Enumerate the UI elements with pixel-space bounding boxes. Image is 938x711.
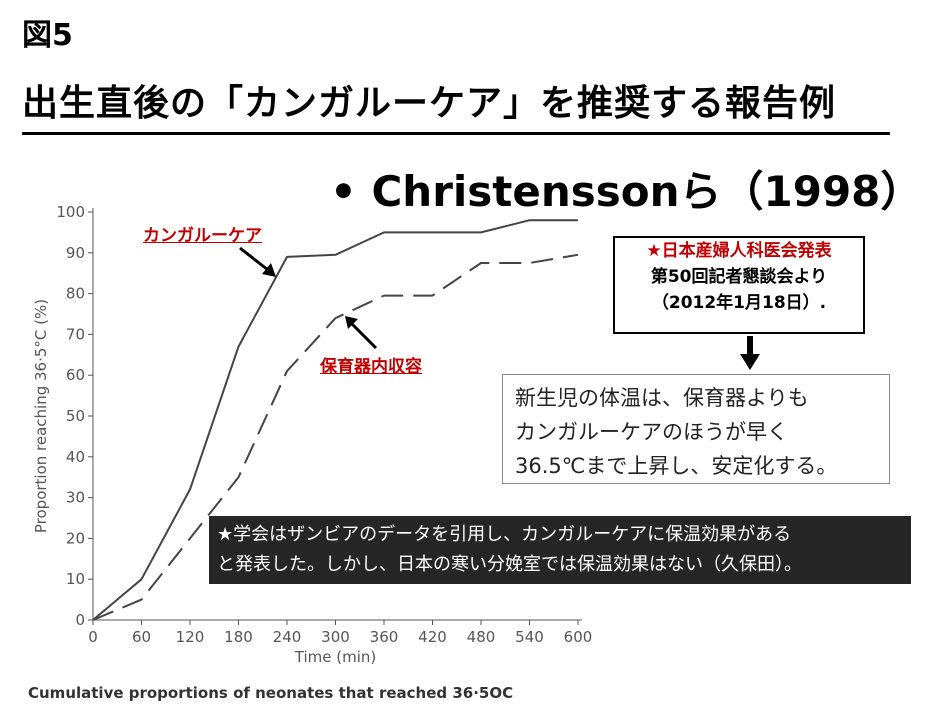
y-tick-label: 70 xyxy=(66,325,85,343)
y-tick-label: 20 xyxy=(66,529,85,547)
chart-axes: 0 10 20 30 40 50 60 70 80 90 100 0 60 120 180 240 300 360… xyxy=(32,203,592,666)
figure-label: 図5 xyxy=(22,18,73,53)
x-tick-label: 420 xyxy=(418,628,447,646)
y-axis-label: Proportion reaching 36·5°C (%) xyxy=(32,299,50,533)
y-tick-label: 100 xyxy=(56,203,85,221)
y-tick-label: 50 xyxy=(66,407,85,425)
citation-bullet: • Christenssonら（1998） xyxy=(330,167,923,216)
x-tick-label: 180 xyxy=(224,628,253,646)
annotation-arrows xyxy=(239,246,378,350)
series-line-incubator xyxy=(92,253,579,621)
chart-caption: Cumulative proportions of neonates that … xyxy=(28,684,514,702)
incubator-arrow-head xyxy=(345,316,358,329)
note-line2: と発表した。しかし、日本の寒い分娩室では保温効果はない（久保田）。 xyxy=(217,554,802,575)
note-line1: ★学会はザンビアのデータを引用し、カンガルーケアに保温効果がある xyxy=(217,524,792,545)
x-tick-label: 540 xyxy=(515,628,544,646)
x-tick-label: 360 xyxy=(370,628,399,646)
y-tick-label: 60 xyxy=(66,366,85,384)
down-arrow-icon xyxy=(740,336,760,370)
conclusion-line1: 新生児の体温は、保育器よりも xyxy=(515,386,809,410)
y-tick-label: 10 xyxy=(66,570,85,588)
conclusion-line3: 36.5℃まで上昇し、安定化する。 xyxy=(515,454,838,478)
x-tick-label: 120 xyxy=(176,628,205,646)
kangaroo-arrow-line xyxy=(239,246,269,272)
kangaroo-care-label: カンガルーケア xyxy=(143,226,262,246)
x-tick-label: 240 xyxy=(273,628,302,646)
y-tick-label: 0 xyxy=(75,611,85,629)
x-tick-label: 60 xyxy=(132,628,151,646)
page-title: 出生直後の「カンガルーケア」を推奨する報告例 xyxy=(22,74,890,135)
notice-box: ★日本産婦人科医会発表 第50回記者懇談会より （2012年1月18日）. xyxy=(613,236,865,334)
x-tick-label: 600 xyxy=(564,628,593,646)
incubator-label: 保育器内収容 xyxy=(320,357,422,377)
y-tick-label: 30 xyxy=(66,489,85,507)
x-tick-label: 480 xyxy=(467,628,496,646)
y-tick-label: 80 xyxy=(66,285,85,303)
x-tick-label: 0 xyxy=(88,628,98,646)
notice-line2: 第50回記者懇談会より xyxy=(650,267,828,287)
conclusion-line2: カンガルーケアのほうが早く xyxy=(515,420,788,444)
x-tick-label: 300 xyxy=(321,628,350,646)
series-line-kangaroo-care xyxy=(92,219,578,621)
note-box: ★学会はザンビアのデータを引用し、カンガルーケアに保温効果がある と発表した。し… xyxy=(209,516,911,584)
y-tick-label: 40 xyxy=(66,448,85,466)
chart-series xyxy=(92,219,579,621)
x-axis-label: Time (min) xyxy=(294,648,376,666)
notice-line1: ★日本産婦人科医会発表 xyxy=(646,241,832,261)
conclusion-box: 新生児の体温は、保育器よりも カンガルーケアのほうが早く 36.5℃まで上昇し、… xyxy=(502,374,890,484)
kangaroo-arrow-head xyxy=(262,263,276,277)
y-tick-label: 90 xyxy=(66,244,85,262)
notice-line3: （2012年1月18日）. xyxy=(651,293,827,313)
incubator-arrow-line xyxy=(350,322,378,350)
